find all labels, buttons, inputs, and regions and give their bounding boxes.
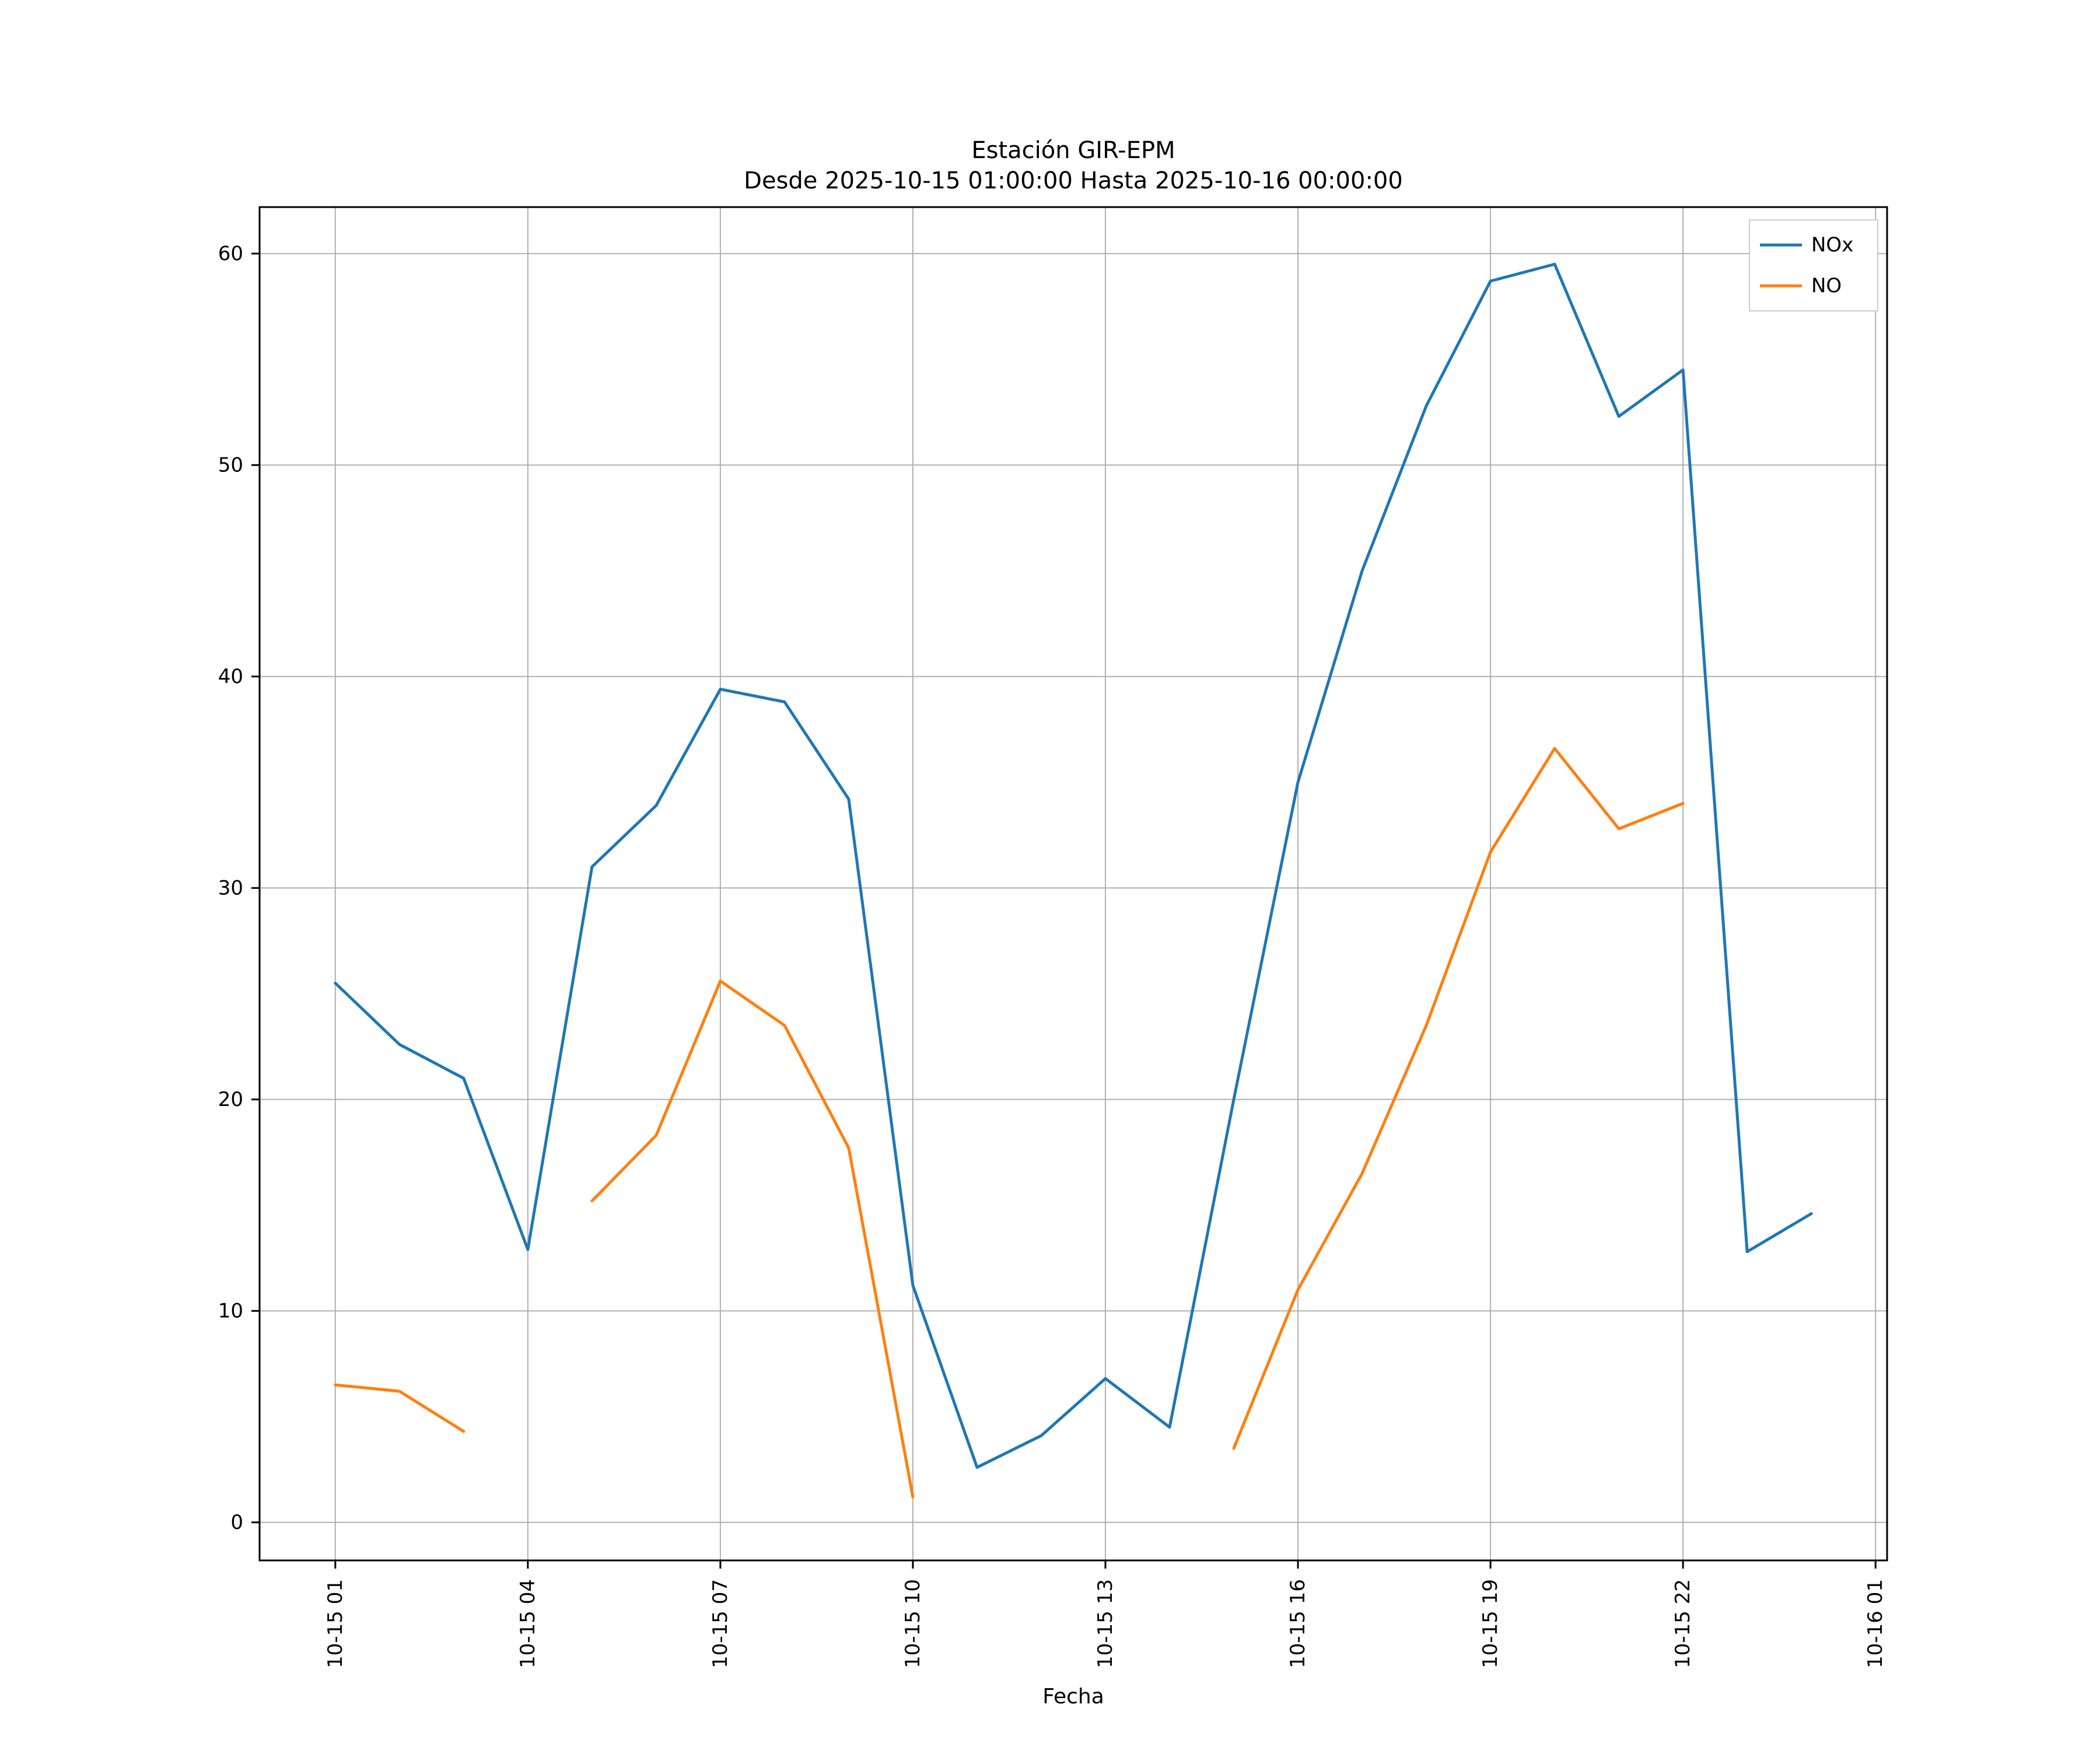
x-tick-label: 10-15 04 [516, 1579, 540, 1668]
x-tick-label: 10-15 10 [901, 1579, 925, 1668]
x-tick-label: 10-16 01 [1864, 1579, 1887, 1668]
x-tick-label: 10-15 13 [1094, 1579, 1117, 1668]
x-tick-label: 10-15 07 [709, 1579, 732, 1668]
chart-title-line2: Desde 2025-10-15 01:00:00 Hasta 2025-10-… [744, 167, 1403, 194]
series-line-no [590, 979, 915, 1499]
y-tick-label: 20 [218, 1088, 243, 1111]
y-tick-label: 60 [218, 242, 243, 265]
y-tick-label: 0 [230, 1511, 243, 1534]
x-tick-label: 10-15 22 [1671, 1579, 1695, 1668]
legend-label-no: NO [1811, 274, 1842, 298]
y-tick-label: 10 [218, 1299, 243, 1322]
x-axis-label: Fecha [1042, 1685, 1104, 1709]
plot-frame [258, 206, 1888, 1562]
series-line-no [334, 1383, 466, 1433]
chart-title-line1: Estación GIR-EPM [971, 137, 1175, 164]
series-line-no [1232, 747, 1685, 1450]
y-tick-label: 30 [218, 876, 243, 900]
legend-label-nox: NOx [1811, 233, 1853, 257]
x-tick-label: 10-15 19 [1479, 1579, 1502, 1668]
legend-box [1749, 219, 1878, 312]
series-line-nox [334, 262, 1813, 1469]
y-tick-label: 50 [218, 453, 243, 477]
x-tick-label: 10-15 01 [324, 1579, 347, 1668]
x-tick-label: 10-15 16 [1286, 1579, 1310, 1668]
y-tick-label: 40 [218, 665, 243, 688]
